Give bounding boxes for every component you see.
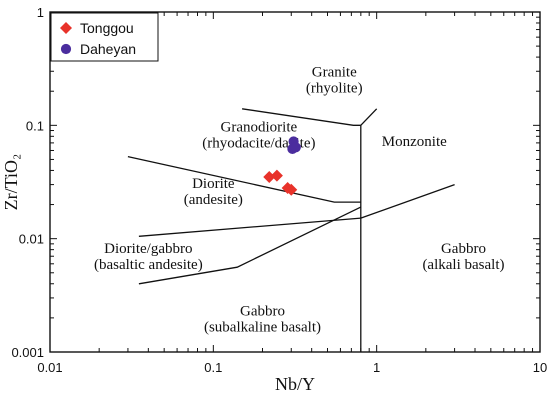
daheyan-point	[290, 142, 301, 153]
data-points	[263, 136, 301, 196]
plot-frame	[49, 11, 541, 353]
axis-ticks	[49, 12, 540, 353]
tonggou-point	[263, 171, 276, 184]
field-label: Gabbro (subalkaline basalt)	[204, 303, 321, 335]
x-axis-title: Nb/Y	[275, 374, 315, 394]
field-label-line: Diorite	[192, 176, 235, 192]
field-label-line: Monzonite	[382, 134, 447, 150]
field-label: Diorite (andesite)	[184, 176, 243, 208]
field-labels: Granite (rhyolite) Granodiorite (rhyodacite…	[94, 64, 505, 335]
field-label-line: Granite	[312, 64, 357, 80]
field-label: Diorite/gabbro (basaltic andesite)	[94, 241, 203, 273]
field-label-line: Diorite/gabbro	[104, 241, 192, 257]
field-label: Granodiorite (rhyodacite/dacite)	[202, 120, 315, 152]
boundary-line	[127, 155, 361, 203]
x-tick-label: 1	[373, 360, 380, 375]
y-tick-label: 0.001	[11, 345, 44, 360]
field-label-line: Gabbro	[240, 303, 285, 319]
y-tick-label: 0.01	[19, 232, 44, 247]
legend-marker-daheyan	[60, 43, 72, 55]
field-label-line: (subalkaline basalt)	[204, 319, 321, 335]
field-label: Gabbro (alkali basalt)	[422, 241, 504, 273]
field-boundaries	[127, 108, 455, 352]
field-label-line: Granodiorite	[221, 120, 298, 136]
boundary-line	[360, 183, 455, 219]
x-tick-label: 10	[533, 360, 547, 375]
field-label: Granite (rhyolite)	[306, 64, 363, 96]
boundary-line	[242, 108, 361, 126]
field-label-line: (alkali basalt)	[422, 257, 504, 273]
tonggou-point	[285, 183, 298, 196]
y-tick-label: 1	[37, 5, 44, 20]
boundary-line	[360, 108, 378, 126]
x-tick-label: 0.01	[37, 360, 62, 375]
tonggou-point	[270, 169, 283, 182]
field-label-line: (rhyolite)	[306, 80, 363, 96]
legend-marker-tonggou	[60, 22, 72, 34]
field-label-line: (basaltic andesite)	[94, 257, 203, 273]
x-tick-label: 0.1	[204, 360, 222, 375]
field-label-line: Gabbro	[441, 241, 486, 257]
boundary-line	[138, 206, 362, 285]
legend-label-daheyan: Daheyan	[80, 41, 136, 57]
y-axis-title: Zr/TiO₂	[1, 154, 21, 211]
y-tick-label: 0.1	[26, 118, 44, 133]
boundary-line	[138, 217, 361, 237]
legend-label-tonggou: Tonggou	[80, 20, 134, 36]
field-label: Monzonite	[382, 134, 447, 150]
field-label-line: (andesite)	[184, 192, 243, 208]
legend: Tonggou Daheyan	[50, 12, 159, 62]
field-label-line: (rhyodacite/dacite)	[202, 136, 315, 152]
